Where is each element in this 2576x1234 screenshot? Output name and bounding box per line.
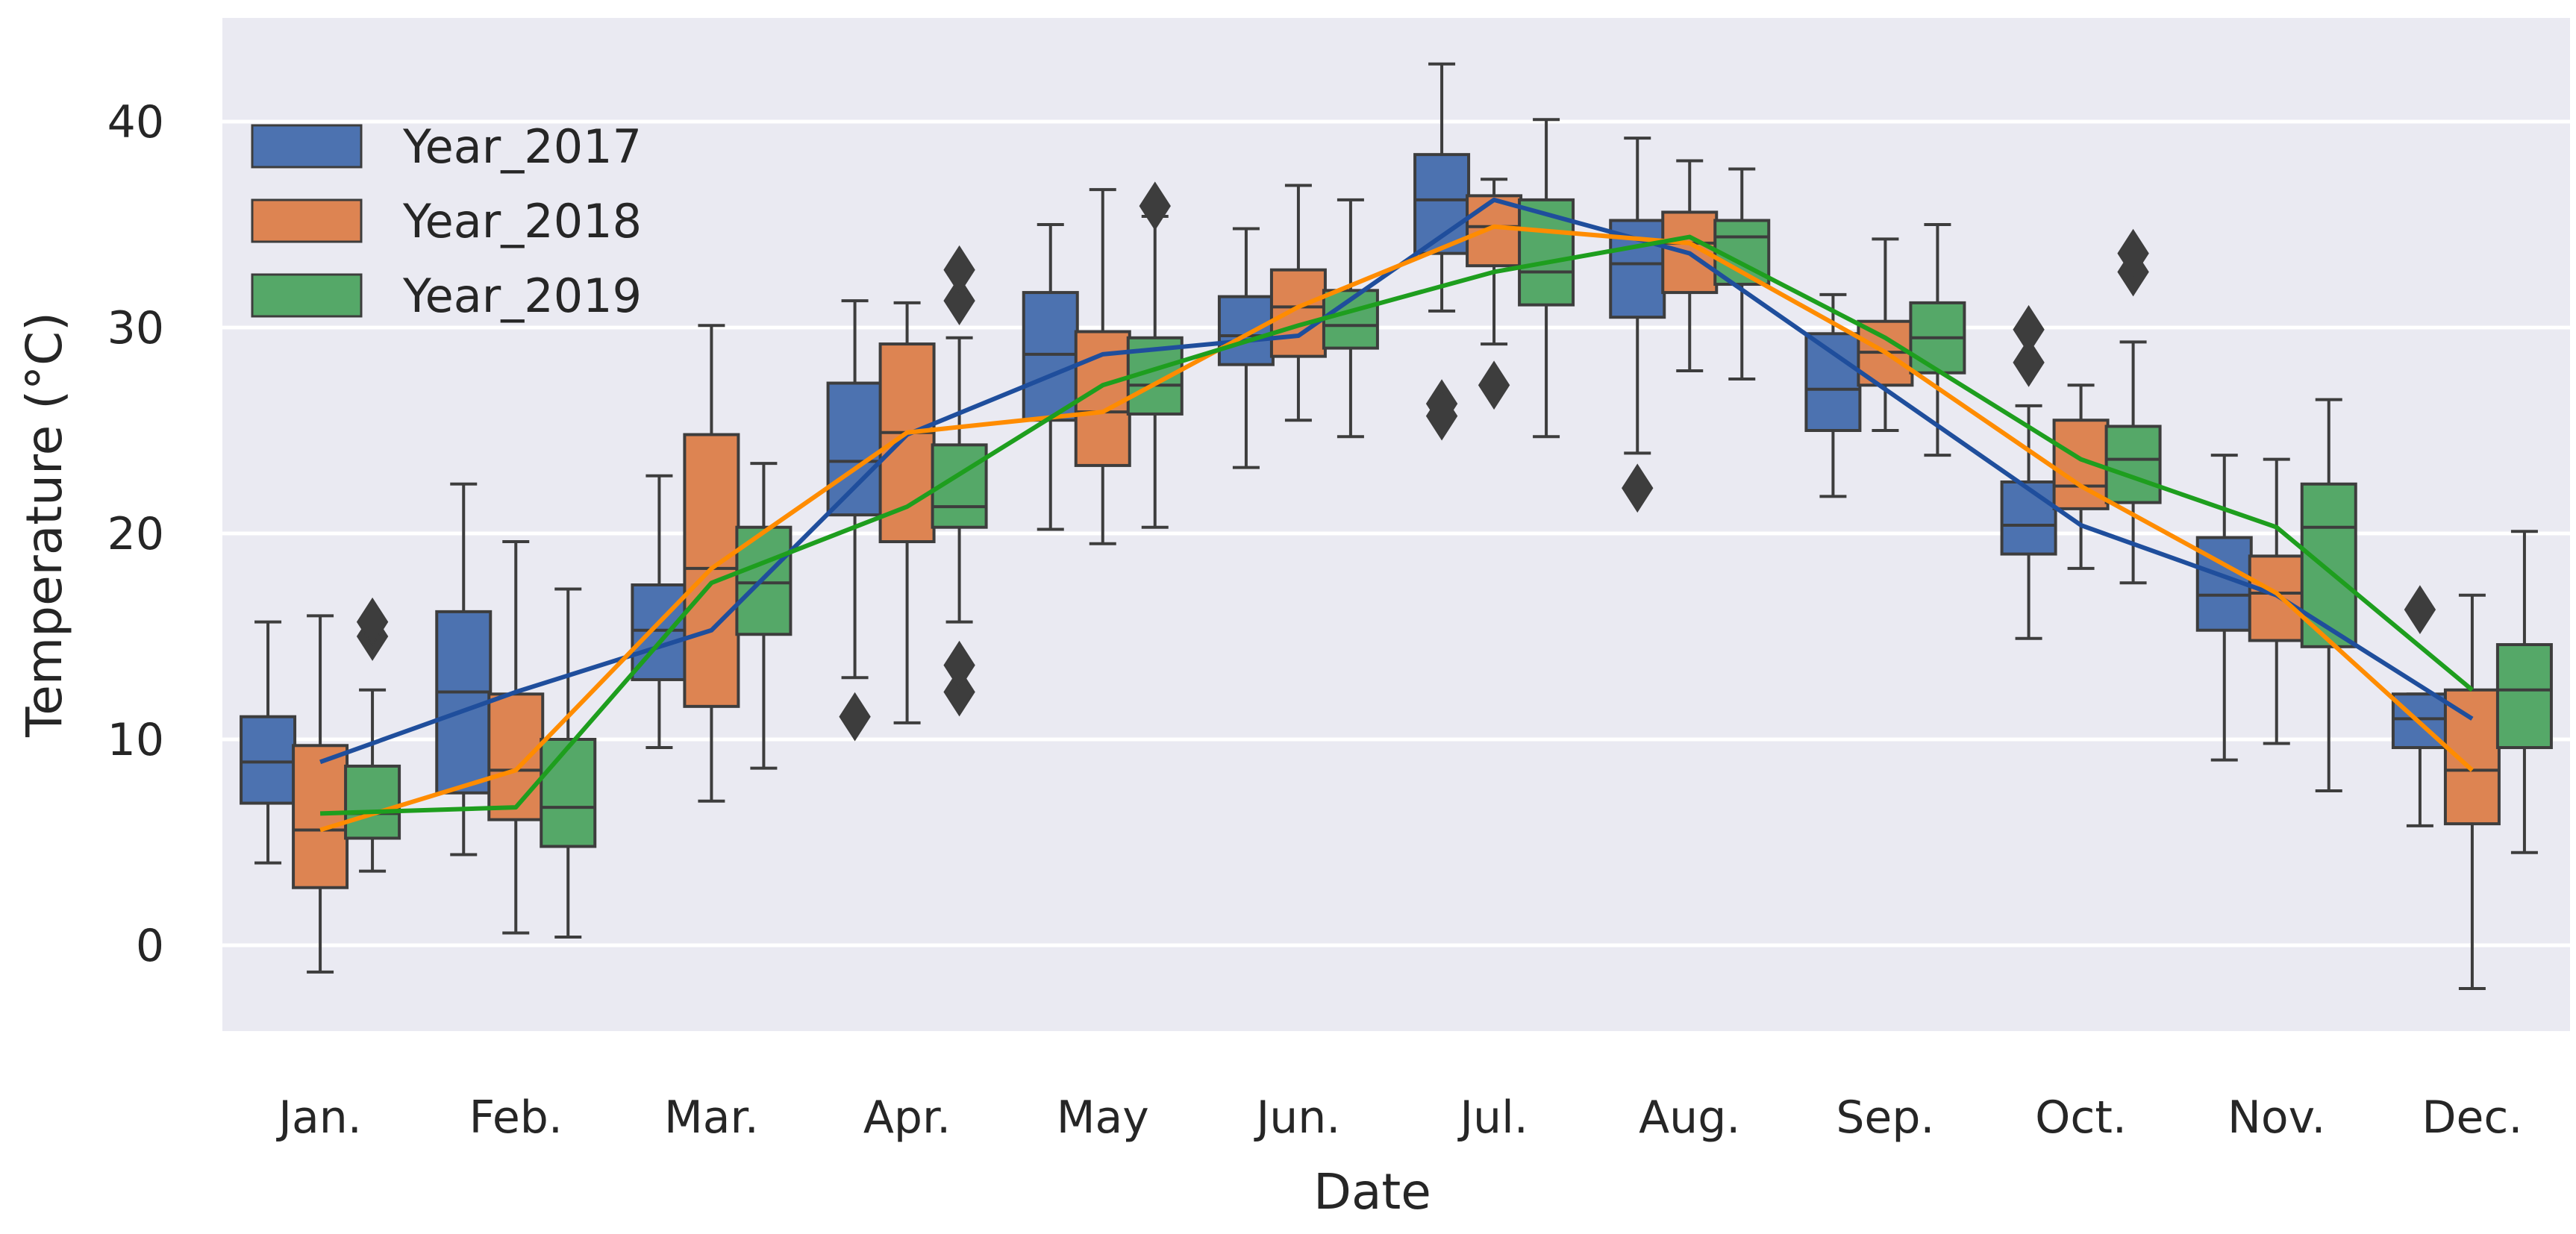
x-tick-label: Sep.	[1836, 1092, 1934, 1144]
box-body	[1269, 268, 1327, 358]
box-body	[1022, 291, 1079, 422]
outlier-point	[943, 276, 975, 325]
box-year-2019	[2104, 228, 2162, 585]
legend-label: Year_2019	[402, 269, 642, 323]
box-body	[240, 715, 297, 805]
box-year-2017	[826, 299, 884, 742]
box-year-2018	[1269, 184, 1327, 422]
box-body	[292, 744, 349, 889]
box-year-2019	[2300, 398, 2357, 792]
box-body	[826, 381, 884, 517]
trend-line-year-2018	[319, 224, 2474, 833]
y-tick-label: 20	[107, 508, 164, 560]
x-axis-title: Date	[1313, 1163, 1431, 1221]
y-axis-title: Temperature (°C)	[16, 312, 73, 738]
box-year-2017	[1022, 223, 1079, 531]
box-year-2019	[540, 587, 597, 939]
outlier-point	[2013, 338, 2045, 387]
x-tick-label: Mar.	[664, 1092, 759, 1144]
x-tick-label: Feb.	[469, 1092, 563, 1144]
x-tick-label: Jul.	[1457, 1092, 1528, 1144]
y-tick-label: 30	[107, 302, 164, 354]
legend: Year_2017 Year_2018 Year_2019	[251, 119, 642, 323]
box-body	[1217, 295, 1275, 366]
trend-line-year-2019	[319, 234, 2474, 816]
legend-swatch	[251, 198, 363, 243]
median-lines	[319, 197, 2474, 833]
box-year-2017	[240, 620, 297, 865]
x-tick-label: Aug.	[1639, 1092, 1740, 1144]
box-year-2018	[2248, 457, 2305, 745]
y-tick-label: 40	[107, 96, 164, 148]
outlier-point	[1478, 360, 1510, 410]
outlier-point	[2404, 585, 2436, 634]
outlier-point	[839, 692, 871, 742]
box-year-2018	[487, 540, 545, 935]
legend-label: Year_2018	[402, 194, 642, 248]
box-year-2018	[1466, 178, 1523, 410]
legend-swatch	[251, 124, 363, 169]
y-tick-label: 10	[107, 714, 164, 766]
box-body	[2248, 554, 2305, 642]
x-tick-label: Jan.	[275, 1092, 362, 1144]
box-body	[487, 692, 545, 821]
box-body	[2000, 480, 2057, 556]
box-year-2018	[292, 614, 349, 974]
box-body	[1804, 332, 1862, 432]
plot-background	[222, 18, 2570, 1031]
outlier-point	[943, 640, 975, 690]
outlier-point	[2117, 228, 2149, 278]
outlier-point	[943, 667, 975, 717]
outlier-point	[1139, 181, 1171, 231]
x-tick-label: Apr.	[863, 1092, 951, 1144]
box-body	[344, 764, 401, 840]
box-body	[2300, 482, 2357, 648]
box-year-2018	[683, 324, 740, 803]
outlier-point	[943, 245, 975, 295]
box-body	[540, 738, 597, 848]
box-year-2019	[1322, 198, 1379, 439]
x-tick-label: Jun.	[1254, 1092, 1341, 1144]
box-year-2019	[2495, 530, 2553, 854]
legend-swatch	[251, 273, 363, 318]
y-tick-labels: 0 10 20 30 40	[107, 96, 164, 972]
box-body	[2443, 688, 2501, 826]
x-tick-label: Oct.	[2035, 1092, 2127, 1144]
x-tick-label: May	[1057, 1092, 1149, 1144]
y-gridlines	[222, 119, 2570, 948]
box-year-2017	[1804, 292, 1862, 498]
box-body	[2495, 643, 2553, 750]
x-tick-labels: Jan. Feb. Mar. Apr. May Jun. Jul. Aug. Sep. Oct. N…	[275, 1092, 2522, 1144]
box-body	[2104, 425, 2162, 504]
x-tick-label: Nov.	[2228, 1092, 2326, 1144]
y-tick-label: 0	[136, 920, 164, 972]
outlier-point	[1425, 391, 1458, 441]
x-tick-label: Dec.	[2422, 1092, 2522, 1144]
box-year-2017	[2195, 454, 2253, 762]
outlier-point	[2013, 304, 2045, 354]
outlier-point	[356, 597, 389, 647]
legend-label: Year_2017	[402, 119, 642, 174]
outlier-point	[1622, 463, 1654, 513]
box-year-2017	[2000, 304, 2057, 640]
